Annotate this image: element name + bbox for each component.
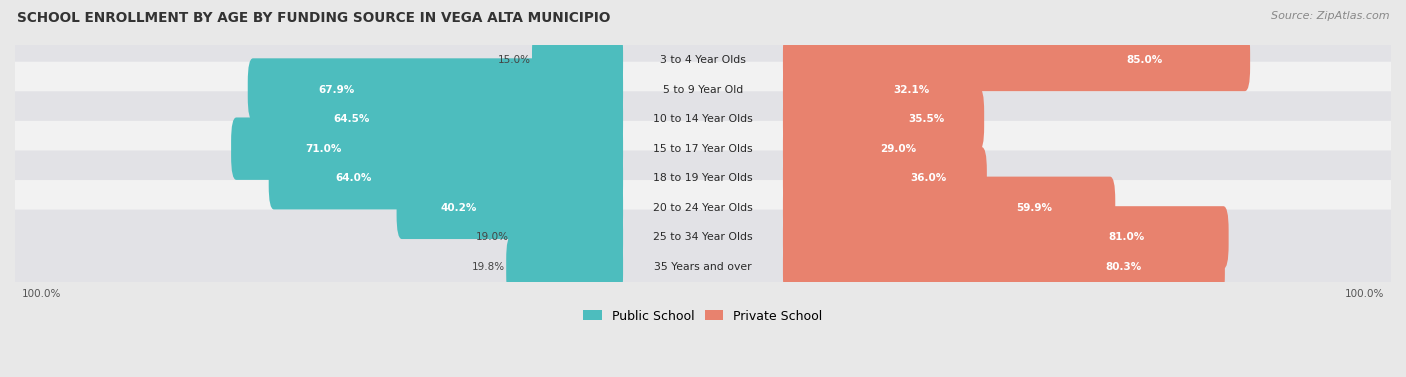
Text: 20 to 24 Year Olds: 20 to 24 Year Olds <box>654 203 752 213</box>
Text: 19.8%: 19.8% <box>472 262 505 272</box>
FancyBboxPatch shape <box>6 150 1400 265</box>
Text: 71.0%: 71.0% <box>305 144 342 154</box>
FancyBboxPatch shape <box>396 176 623 239</box>
FancyBboxPatch shape <box>783 147 987 210</box>
Legend: Public School, Private School: Public School, Private School <box>578 305 828 328</box>
Text: 81.0%: 81.0% <box>1109 232 1144 242</box>
FancyBboxPatch shape <box>247 58 623 121</box>
Text: SCHOOL ENROLLMENT BY AGE BY FUNDING SOURCE IN VEGA ALTA MUNICIPIO: SCHOOL ENROLLMENT BY AGE BY FUNDING SOUR… <box>17 11 610 25</box>
Text: Source: ZipAtlas.com: Source: ZipAtlas.com <box>1271 11 1389 21</box>
Text: 19.0%: 19.0% <box>477 232 509 242</box>
Text: 100.0%: 100.0% <box>1346 289 1385 299</box>
Text: 64.0%: 64.0% <box>336 173 373 183</box>
Text: 3 to 4 Year Olds: 3 to 4 Year Olds <box>659 55 747 65</box>
Text: 85.0%: 85.0% <box>1126 55 1163 65</box>
FancyBboxPatch shape <box>269 147 623 210</box>
Text: 35.5%: 35.5% <box>908 114 945 124</box>
Text: 100.0%: 100.0% <box>21 289 60 299</box>
FancyBboxPatch shape <box>6 32 1400 147</box>
FancyBboxPatch shape <box>506 236 623 298</box>
Text: 15.0%: 15.0% <box>498 55 530 65</box>
Text: 10 to 14 Year Olds: 10 to 14 Year Olds <box>654 114 752 124</box>
Text: 80.3%: 80.3% <box>1105 262 1142 272</box>
FancyBboxPatch shape <box>783 118 949 180</box>
Text: 59.9%: 59.9% <box>1017 203 1052 213</box>
FancyBboxPatch shape <box>6 210 1400 324</box>
FancyBboxPatch shape <box>783 29 1250 91</box>
Text: 36.0%: 36.0% <box>911 173 946 183</box>
Text: 15 to 17 Year Olds: 15 to 17 Year Olds <box>654 144 752 154</box>
Text: 29.0%: 29.0% <box>880 144 915 154</box>
FancyBboxPatch shape <box>266 88 623 150</box>
Text: 67.9%: 67.9% <box>319 84 354 95</box>
Text: 18 to 19 Year Olds: 18 to 19 Year Olds <box>654 173 752 183</box>
FancyBboxPatch shape <box>783 58 966 121</box>
FancyBboxPatch shape <box>531 29 623 91</box>
FancyBboxPatch shape <box>6 91 1400 206</box>
Text: 64.5%: 64.5% <box>333 114 370 124</box>
FancyBboxPatch shape <box>231 118 623 180</box>
FancyBboxPatch shape <box>783 236 1225 298</box>
FancyBboxPatch shape <box>6 62 1400 176</box>
FancyBboxPatch shape <box>783 176 1115 239</box>
FancyBboxPatch shape <box>783 88 984 150</box>
Text: 25 to 34 Year Olds: 25 to 34 Year Olds <box>654 232 752 242</box>
Text: 5 to 9 Year Old: 5 to 9 Year Old <box>662 84 744 95</box>
FancyBboxPatch shape <box>510 206 623 268</box>
FancyBboxPatch shape <box>783 206 1229 268</box>
FancyBboxPatch shape <box>6 121 1400 236</box>
FancyBboxPatch shape <box>6 180 1400 295</box>
Text: 40.2%: 40.2% <box>440 203 477 213</box>
Text: 32.1%: 32.1% <box>893 84 929 95</box>
Text: 35 Years and over: 35 Years and over <box>654 262 752 272</box>
FancyBboxPatch shape <box>6 3 1400 117</box>
